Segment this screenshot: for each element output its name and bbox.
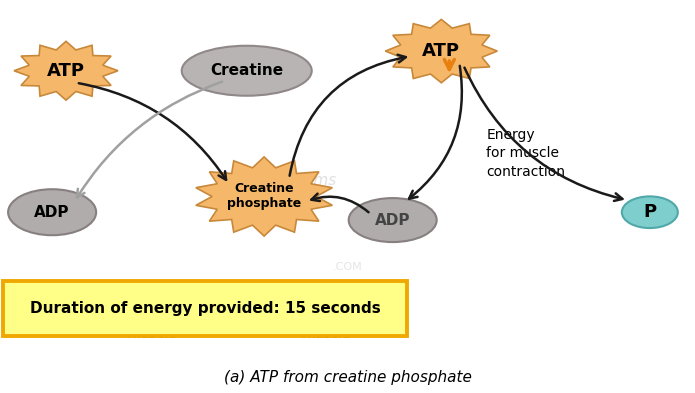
Circle shape [622, 196, 678, 228]
Polygon shape [385, 19, 498, 83]
Text: Relaxed
muscle: Relaxed muscle [125, 310, 181, 341]
Ellipse shape [349, 198, 436, 242]
Text: ADP: ADP [375, 213, 411, 228]
Text: ATP: ATP [47, 62, 85, 80]
Text: .COM: .COM [333, 262, 362, 272]
Text: ATP: ATP [423, 42, 460, 60]
Text: Duration of energy provided: 15 seconds: Duration of energy provided: 15 seconds [30, 301, 380, 316]
Text: (a) ATP from creatine phosphate: (a) ATP from creatine phosphate [224, 370, 471, 385]
Polygon shape [196, 157, 332, 236]
Ellipse shape [8, 189, 96, 235]
Text: Contracting
muscle: Contracting muscle [286, 310, 368, 341]
Ellipse shape [181, 46, 312, 96]
Text: Creatine: Creatine [210, 63, 284, 78]
Text: ADP: ADP [34, 205, 70, 220]
Text: P: P [644, 203, 656, 221]
Text: Energy
for muscle
contraction: Energy for muscle contraction [486, 128, 566, 179]
Text: Biology-Forums: Biology-Forums [219, 173, 337, 188]
FancyBboxPatch shape [3, 281, 407, 336]
Text: Creatine
phosphate: Creatine phosphate [227, 182, 301, 211]
Polygon shape [14, 41, 118, 100]
